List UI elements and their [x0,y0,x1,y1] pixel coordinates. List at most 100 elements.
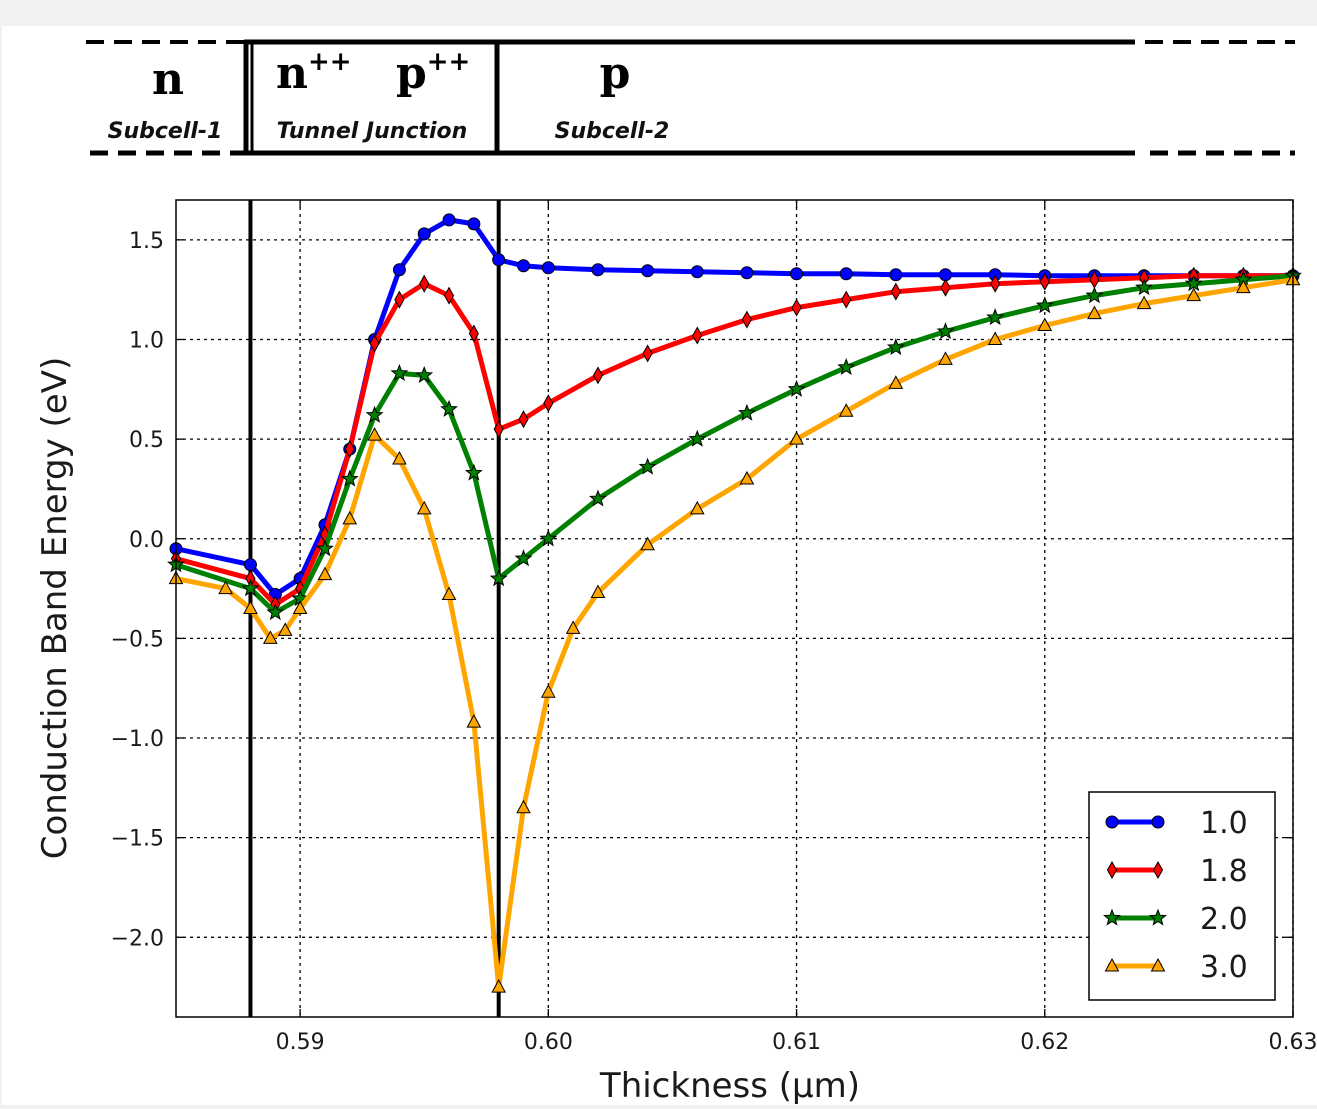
data-point [1236,279,1251,294]
data-point [790,267,804,281]
series-1.8 [170,266,1299,614]
x-tick-label: 0.59 [276,1030,325,1055]
region-p-text: p [600,48,631,99]
x-tick-label: 0.62 [1020,1030,1069,1055]
data-point [243,600,258,614]
data-point [543,394,554,413]
data-point [589,489,607,507]
data-point [1186,287,1202,302]
data-point [1150,957,1166,972]
data-point [317,566,333,581]
data-point [266,603,285,621]
data-point [591,263,605,277]
data-point [839,267,853,281]
x-tick-label: 0.60 [524,1030,573,1055]
y-tick-label: 1.5 [129,229,164,254]
legend-entry: 2.0 [1103,902,1248,937]
region-sub-subcell1: Subcell-1 [108,119,223,144]
data-point [392,263,406,277]
region-label-n-plus: n++ [276,47,352,99]
data-point [737,403,756,421]
region-label-p: p [600,48,631,99]
data-point [518,410,529,429]
data-point [1136,295,1152,310]
data-point [837,357,856,375]
data-point [740,266,754,280]
region-header: n Subcell-1 n++ p++ Tunnel Junction p Su… [86,39,1295,156]
data-point [468,324,479,343]
data-point [888,375,904,389]
y-tick-label: −2.0 [111,926,164,951]
data-point [1184,274,1203,292]
region-sub-tunnel-junction: Tunnel Junction [277,119,468,144]
data-point [789,431,804,445]
data-point [493,420,504,439]
x-axis-label: Thickness (μm) [599,1066,860,1105]
legend-entry: 3.0 [1104,950,1248,985]
data-point [540,684,556,698]
data-point [344,440,355,459]
y-tick-label: −0.5 [111,627,164,652]
data-point [990,274,1001,293]
data-point [592,366,604,385]
region-n-text: n [152,54,184,105]
data-point [416,500,432,515]
data-point [517,259,531,273]
data-point [1106,860,1118,880]
y-tick-label: −1.0 [111,727,164,752]
data-point [1085,286,1104,304]
y-tick-label: 0.5 [129,428,164,453]
region-label-p-plus: p++ [396,47,470,99]
x-tick-label: 0.61 [772,1030,821,1055]
data-point [1104,957,1120,972]
y-tick-label: −1.5 [111,827,164,852]
data-point [340,469,359,487]
legend: 1.0 1.8 2.0 3.0 [1088,791,1276,1001]
data-point [218,580,233,595]
data-point [791,298,802,317]
data-point [441,586,457,601]
legend-label: 1.8 [1200,854,1248,889]
data-point [565,620,581,634]
legend-items: 1.0 1.8 2.0 3.0 [1103,806,1248,985]
data-point [541,261,555,275]
data-point [440,399,458,417]
data-point [342,510,358,525]
data-point [1087,305,1102,320]
data-point [243,558,257,572]
data-point [987,331,1003,345]
data-point [986,308,1005,326]
data-point [889,268,903,282]
data-point [1105,815,1119,829]
data-point [1035,296,1054,314]
data-point [369,334,380,353]
ticks: 0.59 0.60 0.61 0.62 0.63 1.5 1.0 0.5 0.0 −0.5 −1.0… [111,200,1317,1055]
legend-label: 3.0 [1200,950,1248,985]
region-label-n: n [152,54,184,105]
data-point [394,290,405,309]
data-point [642,344,653,363]
data-point [1037,317,1053,332]
legend-entry: 1.8 [1106,854,1248,889]
data-point [886,338,905,356]
data-point [467,217,481,231]
data-point [516,799,531,814]
data-point [514,549,533,567]
data-point [890,282,901,301]
data-point [365,405,384,423]
data-point [690,265,704,279]
data-point [443,286,455,305]
data-point [464,463,483,481]
data-point [640,536,655,551]
data-point [739,470,755,485]
legend-label: 2.0 [1200,902,1248,937]
data-point [466,714,482,728]
data-point [741,310,752,329]
data-point [292,600,308,614]
data-point [590,584,606,599]
data-point [419,274,430,293]
data-point [692,326,703,345]
data-point [442,213,456,227]
